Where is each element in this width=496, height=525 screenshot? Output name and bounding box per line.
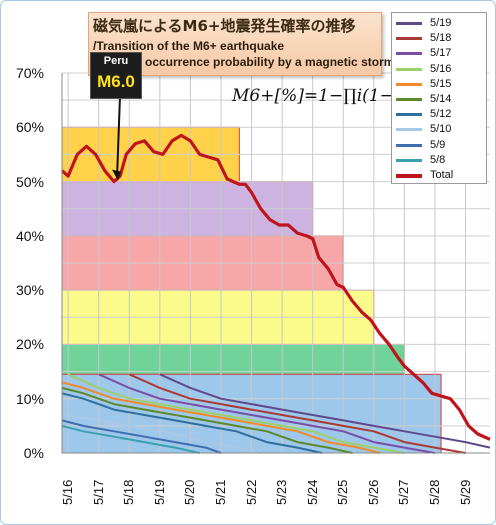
legend-swatch	[396, 174, 422, 178]
y-tick-label: 70%	[15, 65, 44, 81]
legend-label: Total	[430, 169, 454, 181]
y-tick-label: 40%	[15, 227, 44, 244]
series-lines	[60, 133, 491, 454]
legend-item: Total	[396, 168, 484, 182]
annotation-magnitude: M6.0	[97, 72, 135, 91]
legend-item: 5/8	[396, 153, 484, 167]
x-tick-label: 5/27	[396, 479, 412, 505]
earthquake-annotation: Peru M6.0	[90, 52, 142, 99]
x-tick-label: 5/19	[151, 479, 167, 505]
legend-swatch	[396, 22, 422, 25]
x-tick-label: 5/24	[304, 479, 320, 505]
legend-item: 5/9	[396, 138, 484, 152]
series-line-5-10	[61, 414, 261, 454]
y-tick-label: 10%	[15, 390, 44, 407]
legend-swatch	[396, 82, 422, 86]
y-tick-label: 50%	[15, 173, 44, 190]
series-line-5-12	[61, 392, 323, 454]
x-tick-label: 5/17	[90, 479, 106, 505]
legend-label: 5/14	[430, 93, 452, 105]
x-tick-label: 5/21	[212, 479, 228, 505]
chart-subtitle-line-1: /Transition of the M6+ earthquake	[93, 39, 285, 53]
x-tick-label: 5/26	[365, 479, 381, 505]
legend-item: 5/10	[396, 122, 484, 136]
series-line-5-19	[159, 373, 491, 449]
legend-item: 5/19	[396, 16, 484, 30]
legend-item: 5/12	[396, 107, 484, 121]
series-line-total	[60, 133, 491, 441]
series-line-5-14	[61, 386, 353, 454]
legend-label: 5/12	[430, 108, 452, 121]
series-line-5-17	[98, 373, 436, 454]
legend-item: 5/14	[396, 92, 484, 106]
x-tick-label: 5/28	[426, 479, 442, 505]
series-line-5-15	[61, 381, 381, 454]
legend-item: 5/16	[396, 62, 484, 76]
chart-legend: 5/19 5/18 5/17 5/16 5/15 5/14 5/12 5/10 5/9 5/8 To…	[391, 12, 487, 184]
y-tick-label: 60%	[15, 119, 44, 136]
legend-swatch	[396, 143, 422, 147]
series-line-5-18	[128, 373, 466, 454]
legend-label: 5/15	[430, 77, 452, 90]
annotation-location: Peru	[103, 55, 129, 67]
legend-swatch	[396, 37, 422, 41]
legend-swatch	[396, 52, 422, 56]
series-line-5-9	[61, 419, 222, 454]
legend-item: 5/17	[396, 46, 484, 60]
legend-label: 5/10	[430, 123, 452, 136]
x-tick-label: 5/23	[274, 479, 290, 505]
legend-label: 5/17	[430, 47, 452, 60]
y-tick-label: 20%	[15, 336, 44, 353]
x-tick-label: 5/29	[457, 479, 473, 505]
annotation-arrowhead	[112, 169, 122, 181]
y-tick-label: 30%	[15, 282, 44, 299]
legend-item: 5/15	[396, 77, 484, 91]
legend-swatch	[396, 67, 422, 71]
series-line-5-8	[61, 424, 200, 454]
y-tick-label: 0%	[23, 445, 44, 461]
legend-label: 5/8	[430, 153, 446, 166]
legend-label: 5/18	[430, 32, 452, 45]
legend-label: 5/9	[430, 138, 446, 151]
series-line-5-16	[67, 373, 405, 454]
x-tick-label: 5/16	[60, 479, 76, 505]
legend-label: 5/19	[430, 17, 452, 29]
legend-item: 5/18	[396, 31, 484, 45]
probability-formula: M6+[%]=1−∏i(1−ki)	[232, 86, 417, 106]
legend-swatch	[396, 98, 422, 101]
x-tick-label: 5/22	[243, 479, 259, 505]
x-tick-label: 5/18	[121, 479, 137, 505]
axes	[61, 73, 490, 454]
annotation-arrow	[116, 95, 121, 178]
legend-swatch	[396, 113, 422, 117]
legend-swatch	[396, 128, 422, 132]
legend-swatch	[396, 158, 422, 162]
chart-subtitle-line-2: occurrence probability by a magnetic sto…	[145, 55, 398, 69]
chart-title: 磁気嵐によるM6+地震発生確率の推移	[93, 17, 356, 35]
x-tick-label: 5/20	[182, 479, 198, 505]
x-tick-label: 5/25	[335, 479, 351, 505]
legend-label: 5/16	[430, 62, 452, 75]
chart-subtitle: /Transition of the M6+ earthquake occurr…	[93, 38, 398, 70]
